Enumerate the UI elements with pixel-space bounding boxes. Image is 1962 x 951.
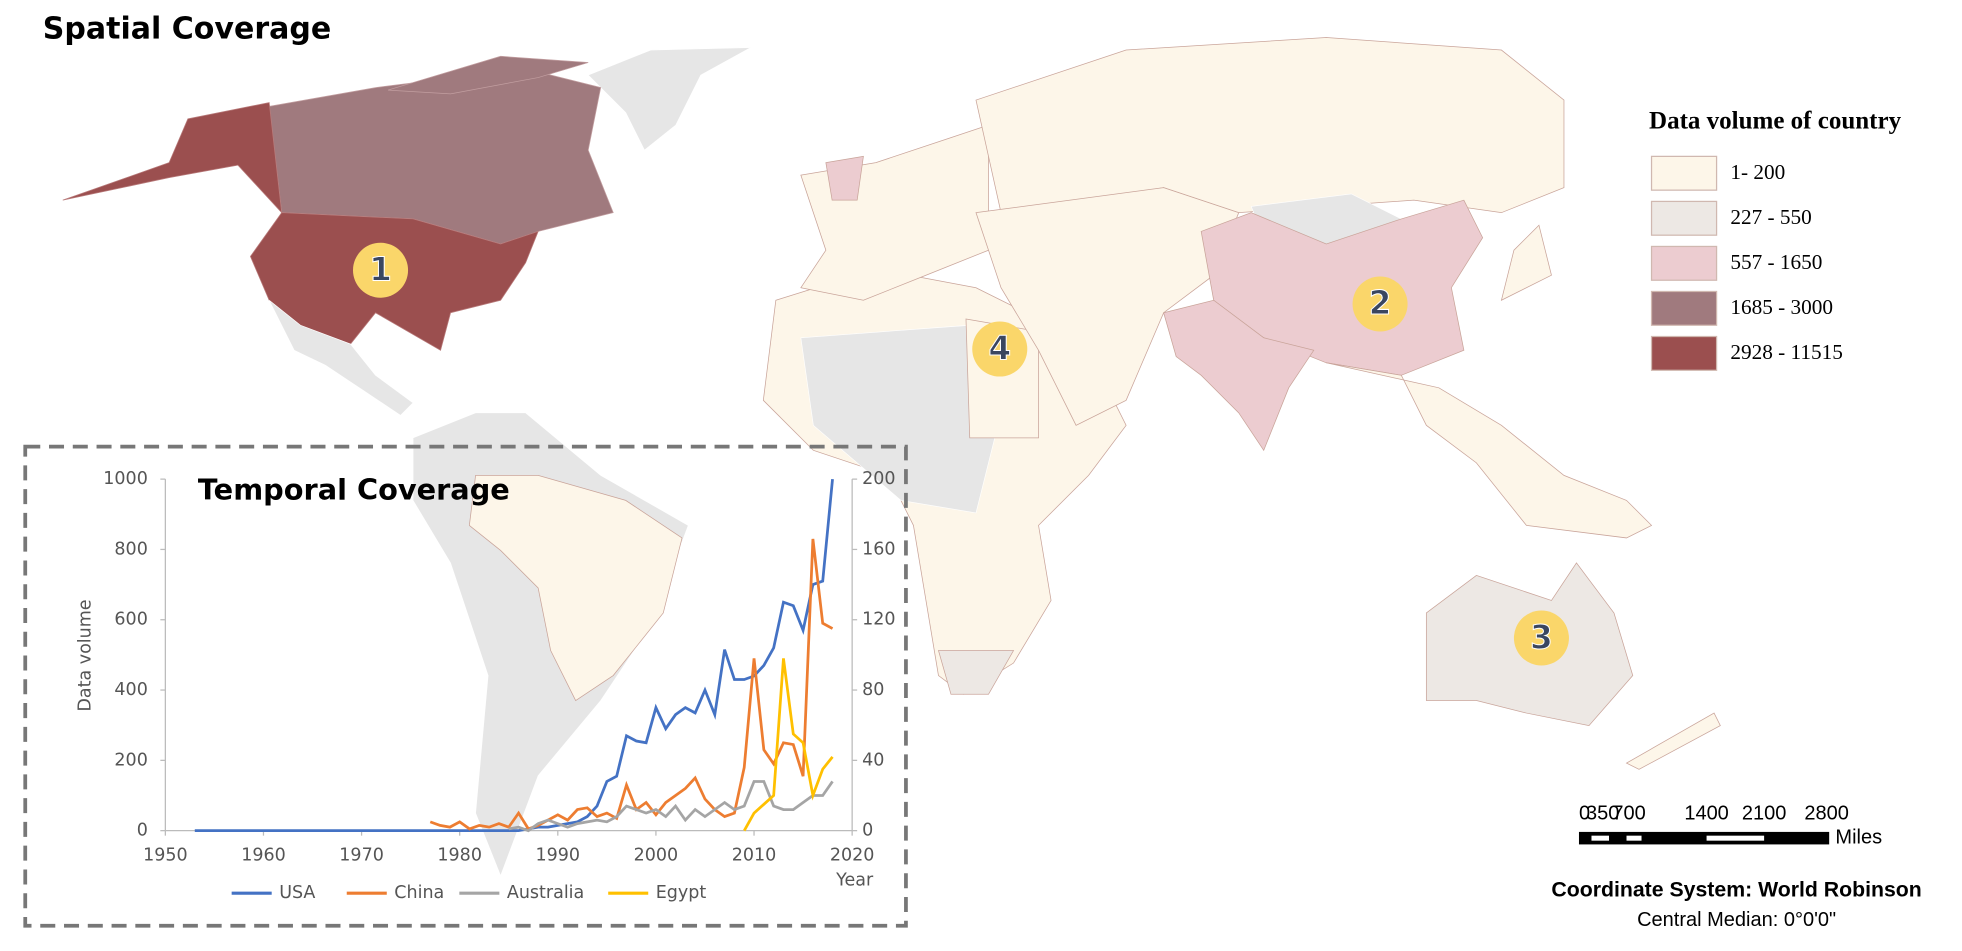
uk [825,155,864,201]
brazil [468,475,683,702]
x-tick-label: 1990 [536,846,581,866]
y2-tick-label: 40 [862,750,884,770]
y-tick-label: 1000 [103,469,148,489]
y-tick-label: 600 [114,610,147,630]
marker-label: 2 [1369,284,1392,322]
y-axis-title: Data volume [75,599,95,711]
legend-swatch [1650,335,1718,371]
region-marker [972,321,1028,377]
alaska [62,102,283,214]
legend-swatch [1650,245,1718,281]
coordinate-system: Coordinate System: World Robinson [1551,877,1921,901]
new-zealand [1625,712,1721,770]
scale-label: 2100 [1742,803,1787,825]
europe [800,124,989,301]
legend-label: 1685 - 3000 [1730,295,1833,319]
inset-frame [23,444,908,928]
y2-tick-label: 80 [862,680,884,700]
x-tick-label: 1950 [143,846,188,866]
series-line [508,780,834,833]
scale-bar [1578,831,1830,845]
legend-swatch [1650,200,1718,236]
mexico [268,299,414,416]
region-marker [353,242,409,298]
legend-label: 227 - 550 [1730,205,1811,229]
y2-tick-label: 200 [862,469,895,489]
marker-label: 4 [988,329,1011,367]
x-axis-title: Year [835,871,874,891]
scale-label: 700 [1612,803,1645,825]
chart-title: Temporal Coverage [198,473,510,507]
japan [1500,224,1552,301]
marker-label: 3 [1530,618,1553,656]
scale-label: 350 [1586,803,1619,825]
legend-label: 2928 - 11515 [1730,340,1843,364]
south-africa [937,650,1015,695]
x-tick-label: 1970 [339,846,384,866]
x-tick-label: 2010 [732,846,777,866]
legend-label: Australia [507,883,584,903]
y-tick-label: 400 [114,680,147,700]
scale-unit: Miles [1835,826,1882,848]
y2-tick-label: 120 [862,610,895,630]
scale-label: 2800 [1804,803,1848,825]
series-line [743,658,834,832]
central-median: Central Median: 0°0'0" [1637,909,1836,931]
x-tick-label: 1960 [241,846,286,866]
legend-label: 1- 200 [1730,160,1785,184]
scale-bar-gap [1706,835,1765,841]
y-tick-label: 200 [114,750,147,770]
world-map [62,37,1721,877]
region-marker [1513,610,1569,666]
y2-tick-label: 160 [862,539,895,559]
arctic-islands [387,55,589,95]
scale-label: 0 [1579,803,1590,825]
scale-label: 1400 [1684,803,1728,825]
legend-swatch [1650,290,1718,326]
x-tick-label: 1980 [437,846,482,866]
greenland [587,47,751,151]
scale-bar-gap [1626,835,1642,841]
legend-label: 557 - 1650 [1730,250,1822,274]
legend-label: Egypt [656,883,707,903]
map-title: Spatial Coverage [43,12,331,47]
x-tick-label: 2000 [634,846,679,866]
scale-bar-gap [1591,835,1609,841]
legend-label: USA [279,883,315,903]
middle-east [975,187,1240,426]
y-tick-label: 0 [137,821,148,841]
southeast-asia [1326,362,1653,539]
y-tick-label: 800 [114,539,147,559]
russia [975,37,1565,214]
series-line [429,538,834,831]
marker-label: 1 [369,250,392,288]
region-marker [1352,276,1408,332]
y2-tick-label: 0 [862,821,873,841]
series-line [194,478,834,833]
legend-swatch [1650,155,1718,191]
india [1163,299,1315,452]
legend-title: Data volume of country [1649,107,1902,134]
legend-label: China [394,883,444,903]
x-tick-label: 2020 [830,846,875,866]
